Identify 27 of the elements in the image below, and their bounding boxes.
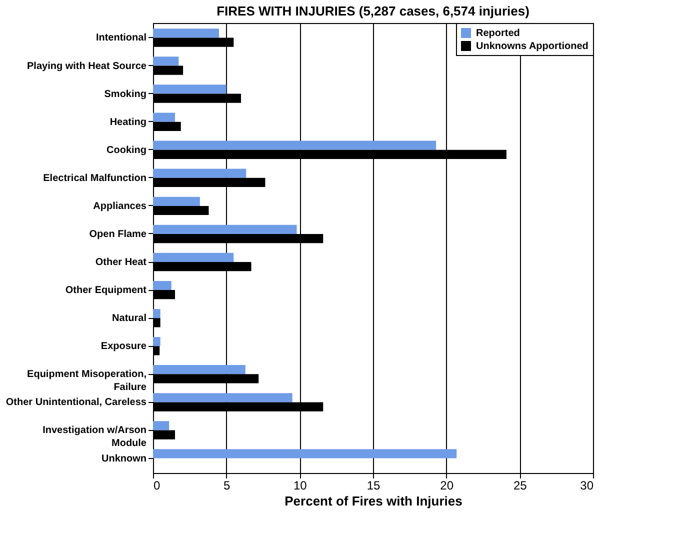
y-tick-label: Other Heat (95, 257, 148, 268)
y-tick-label: Other Equipment (65, 285, 148, 296)
y-tick-label: Natural (112, 313, 147, 324)
y-tick-label: Heating (110, 116, 146, 128)
y-tick-label: Exposure (100, 341, 147, 352)
x-tick-label: 15 (366, 478, 380, 492)
x-tick-label: 20 (440, 478, 454, 492)
y-tick-label: Cooking (106, 144, 146, 156)
x-tick-label: 25 (513, 478, 528, 492)
y-tick-label: Smoking (104, 88, 146, 100)
y-tick-label: Investigation w/Arson Module (42, 425, 147, 450)
legend-label: Reported (476, 28, 520, 39)
x-tick-label: 0 (154, 478, 160, 492)
y-tick-label: Appliances (93, 200, 147, 212)
x-tick-label: 5 (223, 478, 230, 492)
x-axis-title: Percent of Fires with Injuries (284, 494, 462, 508)
y-tick-label: Equipment Misoperation, Failure (27, 369, 147, 394)
y-tick-label: Intentional (96, 32, 147, 44)
y-tick-label: Playing with Heat Source (27, 60, 147, 72)
y-tick-label: Other Unintentional, Careless (6, 397, 147, 408)
legend-label: Unknowns Apportioned (476, 41, 588, 52)
x-tick-label: 10 (293, 478, 308, 492)
y-tick-label: Unknown (102, 453, 146, 464)
chart-title: FIRES WITH INJURIES (5,287 cases, 6,574 injuries) (216, 4, 530, 18)
x-tick-label: 30 (580, 478, 594, 492)
y-tick-label: Open Flame (89, 228, 147, 240)
y-tick-label: Electrical Malfunction (43, 172, 146, 184)
